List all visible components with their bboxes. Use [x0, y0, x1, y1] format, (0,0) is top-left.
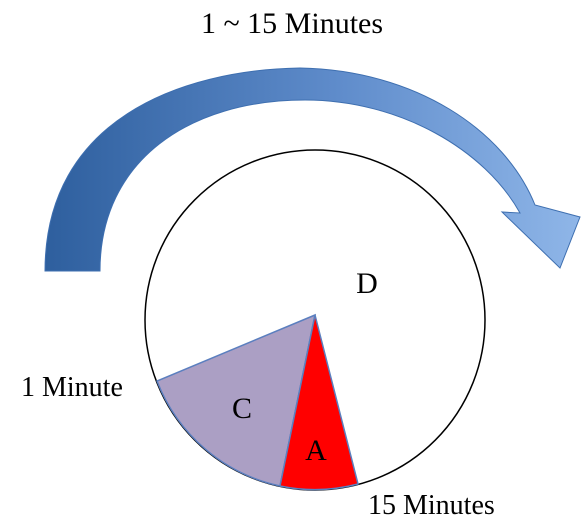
curved-arrow-icon	[44, 67, 581, 272]
label-start-marker: 1 Minute	[21, 372, 123, 403]
diagram-title: 1 ~ 15 Minutes	[201, 7, 383, 40]
sector-c	[156, 313, 317, 487]
label-region-d: D	[356, 267, 378, 300]
label-end-marker: 15 Minutes	[368, 490, 495, 521]
sector-a	[279, 314, 359, 491]
label-region-a: A	[305, 434, 327, 467]
label-region-c: C	[232, 392, 252, 425]
